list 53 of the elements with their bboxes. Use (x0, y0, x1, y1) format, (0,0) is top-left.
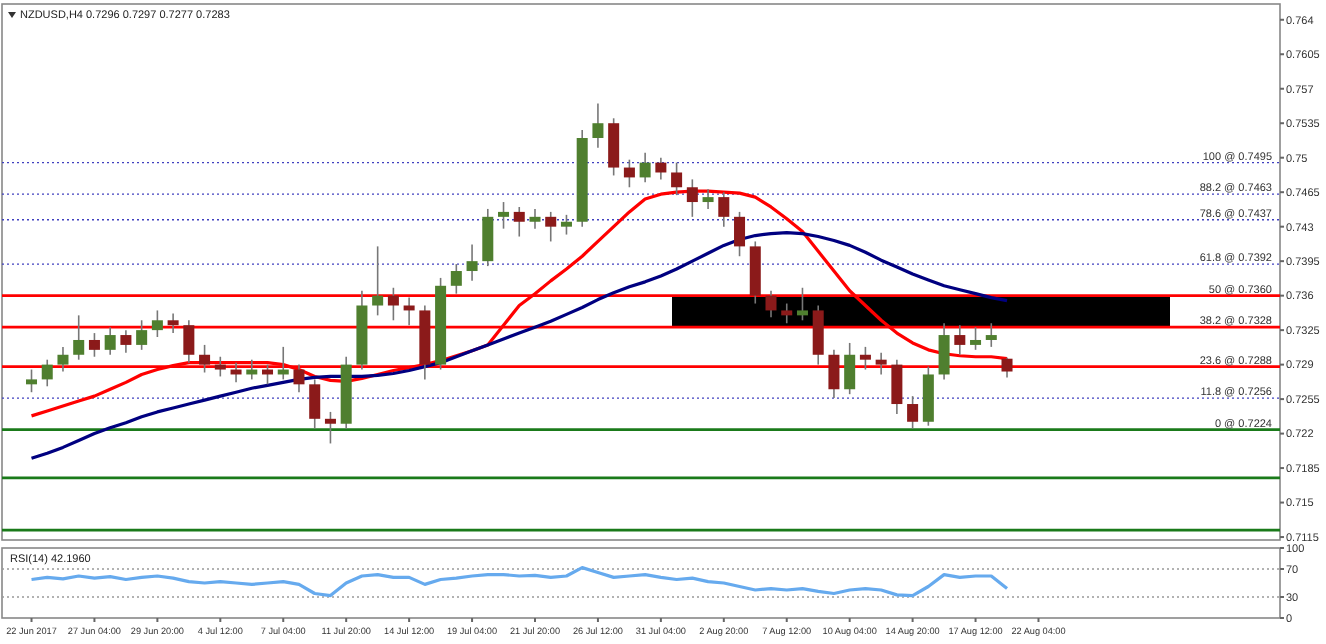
candlestick (796, 286, 808, 322)
candlestick (1001, 356, 1013, 379)
candlestick (372, 245, 384, 317)
candlestick (938, 322, 950, 381)
candlestick (655, 156, 667, 181)
candlestick (104, 326, 116, 356)
candlestick (151, 309, 163, 338)
candlestick (450, 263, 462, 295)
candlestick (73, 314, 85, 361)
candlestick (545, 211, 557, 243)
candlestick (466, 243, 478, 282)
candlestick (922, 365, 934, 427)
candlestick (765, 289, 777, 319)
line-series (29, 566, 1009, 598)
candlestick (214, 355, 226, 378)
candlestick (812, 304, 824, 366)
candlestick (859, 346, 871, 371)
candlestick (88, 332, 100, 358)
candlestick (120, 329, 132, 354)
candlestick (970, 326, 982, 351)
candlestick (387, 286, 399, 322)
candlestick (671, 161, 683, 196)
candlestick (734, 211, 746, 258)
candlestick (592, 102, 604, 149)
candlestick (608, 117, 620, 177)
candlestick (529, 208, 541, 230)
candlestick (844, 342, 856, 395)
candlestick (26, 368, 38, 394)
candlestick (167, 312, 179, 334)
candlestick (718, 191, 730, 228)
candlestick (293, 363, 305, 394)
candlestick (891, 358, 903, 415)
candlestick (199, 344, 211, 374)
candlestick (136, 319, 148, 351)
candlestick (828, 349, 840, 399)
candlestick (482, 208, 494, 267)
candlestick (623, 158, 635, 189)
candlestick (560, 214, 572, 236)
candlestick (309, 378, 321, 430)
candlestick (324, 411, 336, 445)
candlestick (985, 322, 997, 348)
candlestick (57, 346, 69, 373)
candlestick (183, 319, 195, 364)
candlestick (954, 324, 966, 356)
candlestick (702, 188, 714, 210)
candlestick (781, 302, 793, 325)
candlestick (907, 395, 919, 430)
candlestick (498, 201, 510, 230)
candlestick (513, 206, 525, 238)
candlestick (41, 358, 53, 388)
candlestick (875, 351, 887, 376)
candlestick (686, 178, 698, 218)
candlestick (639, 151, 651, 184)
